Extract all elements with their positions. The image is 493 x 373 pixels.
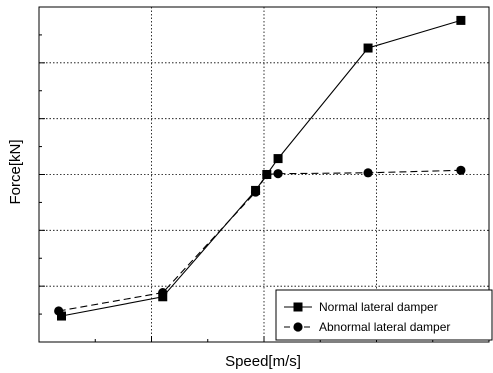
series-2-circle-point: [158, 287, 168, 298]
series-1-square-point: [363, 43, 373, 53]
series-2-circle-point: [456, 165, 466, 175]
series-2-circle-point: [273, 169, 283, 179]
legend: Normal lateral damper Abnormal lateral d…: [275, 289, 493, 341]
legend-item-abnormal: Abnormal lateral damper: [284, 320, 450, 334]
x-axis-title: Speed[m/s]: [225, 353, 301, 370]
series-2-circle-point: [54, 306, 64, 316]
series-1-square-point: [456, 15, 466, 25]
series-layer: [54, 15, 466, 321]
legend-box: [275, 289, 493, 341]
legend-item-normal: Normal lateral damper: [284, 300, 438, 314]
series-2-circle-point: [262, 169, 272, 180]
series-2-circle-point: [250, 187, 261, 197]
y-axis-title: Force[kN]: [7, 139, 24, 204]
series-1-square-point: [273, 154, 283, 164]
legend-abnormal-label: Abnormal lateral damper: [319, 320, 450, 334]
legend-normal-square-marker: [293, 302, 303, 312]
series-1-line: [61, 19, 462, 317]
series-2-circle-point: [363, 168, 373, 178]
legend-normal-label: Normal lateral damper: [319, 300, 438, 314]
plot-frame: [38, 6, 490, 343]
legend-abnormal-circle-marker: [293, 322, 303, 332]
series-1-square-point: [57, 311, 66, 321]
